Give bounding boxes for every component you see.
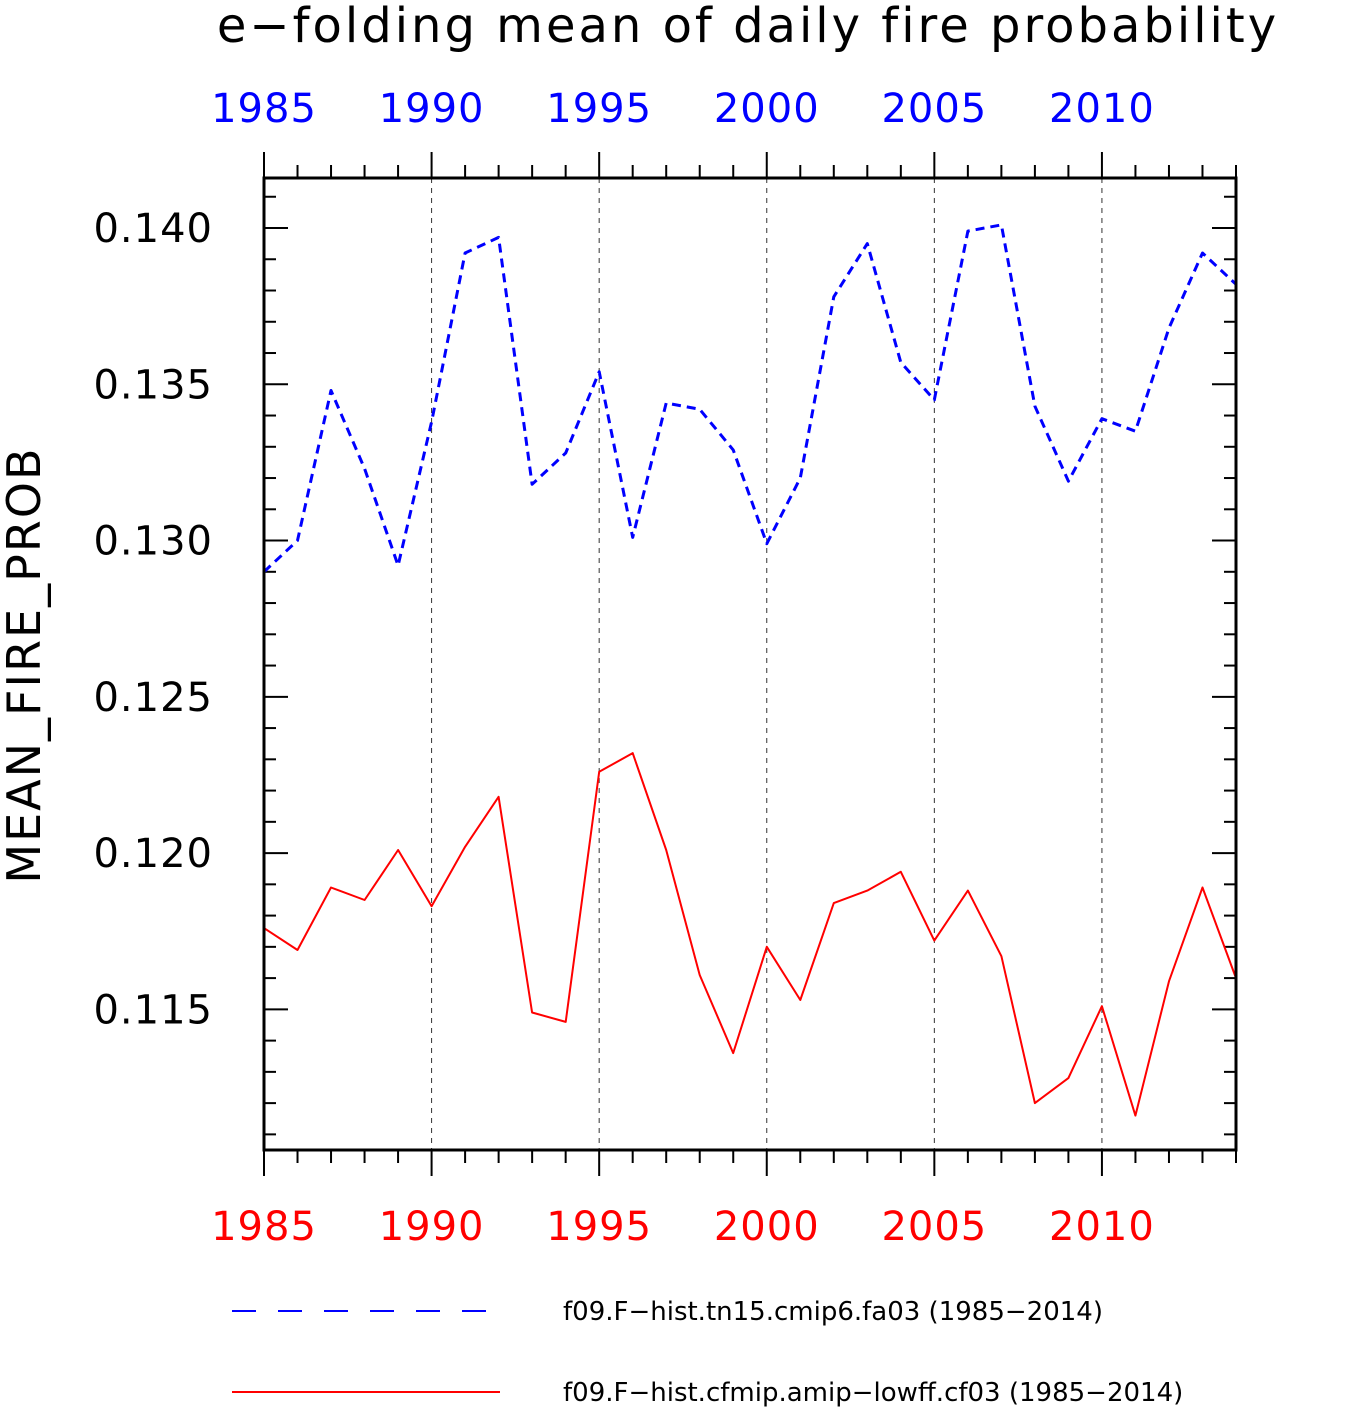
y-tick-label: 0.140 [93, 206, 213, 252]
y-tick-label: 0.120 [93, 831, 213, 877]
x-tick-label-bottom: 1985 [211, 1204, 317, 1250]
series-line-blue-dashed [262, 223, 1238, 573]
x-tick-label-bottom: 2005 [881, 1204, 987, 1250]
series-line-red-solid [263, 752, 1237, 1117]
x-tick-label-top: 1985 [211, 86, 317, 132]
x-tick-label-top: 2010 [1049, 86, 1155, 132]
y-axis-label: MEAN_FIRE_PROB [0, 446, 51, 883]
gridlines [431, 178, 1103, 1150]
y-tick-label: 0.130 [93, 519, 213, 565]
legend: f09.F−hist.tn15.cmip6.fa03 (1985−2014) f0… [232, 1297, 1183, 1408]
y-tick-label: 0.135 [93, 362, 213, 408]
series-lines [262, 223, 1238, 1117]
x-tick-label-top: 1995 [546, 86, 652, 132]
x-tick-label-top: 2000 [714, 86, 820, 132]
tick-labels: 0.115 0.120 0.125 0.130 0.135 0.140 1985 1985 19… [93, 86, 1155, 1250]
plot-frame [262, 176, 1238, 1152]
y-tick-label: 0.125 [93, 675, 213, 721]
x-tick-label-top: 2005 [881, 86, 987, 132]
axis-ticks [263, 152, 1237, 1176]
x-tick-label-top: 1990 [379, 86, 485, 132]
legend-label-1: f09.F−hist.tn15.cmip6.fa03 (1985−2014) [563, 1297, 1103, 1327]
x-tick-label-bottom: 2010 [1049, 1204, 1155, 1250]
x-tick-label-bottom: 2000 [714, 1204, 820, 1250]
x-tick-label-bottom: 1990 [379, 1204, 485, 1250]
y-tick-label: 0.115 [93, 987, 213, 1033]
x-tick-label-bottom: 1995 [546, 1204, 652, 1250]
legend-label-2: f09.F−hist.cfmip.amip−lowff.cf03 (1985−2… [563, 1378, 1183, 1408]
chart-title: e−folding mean of daily fire probability [217, 0, 1279, 54]
